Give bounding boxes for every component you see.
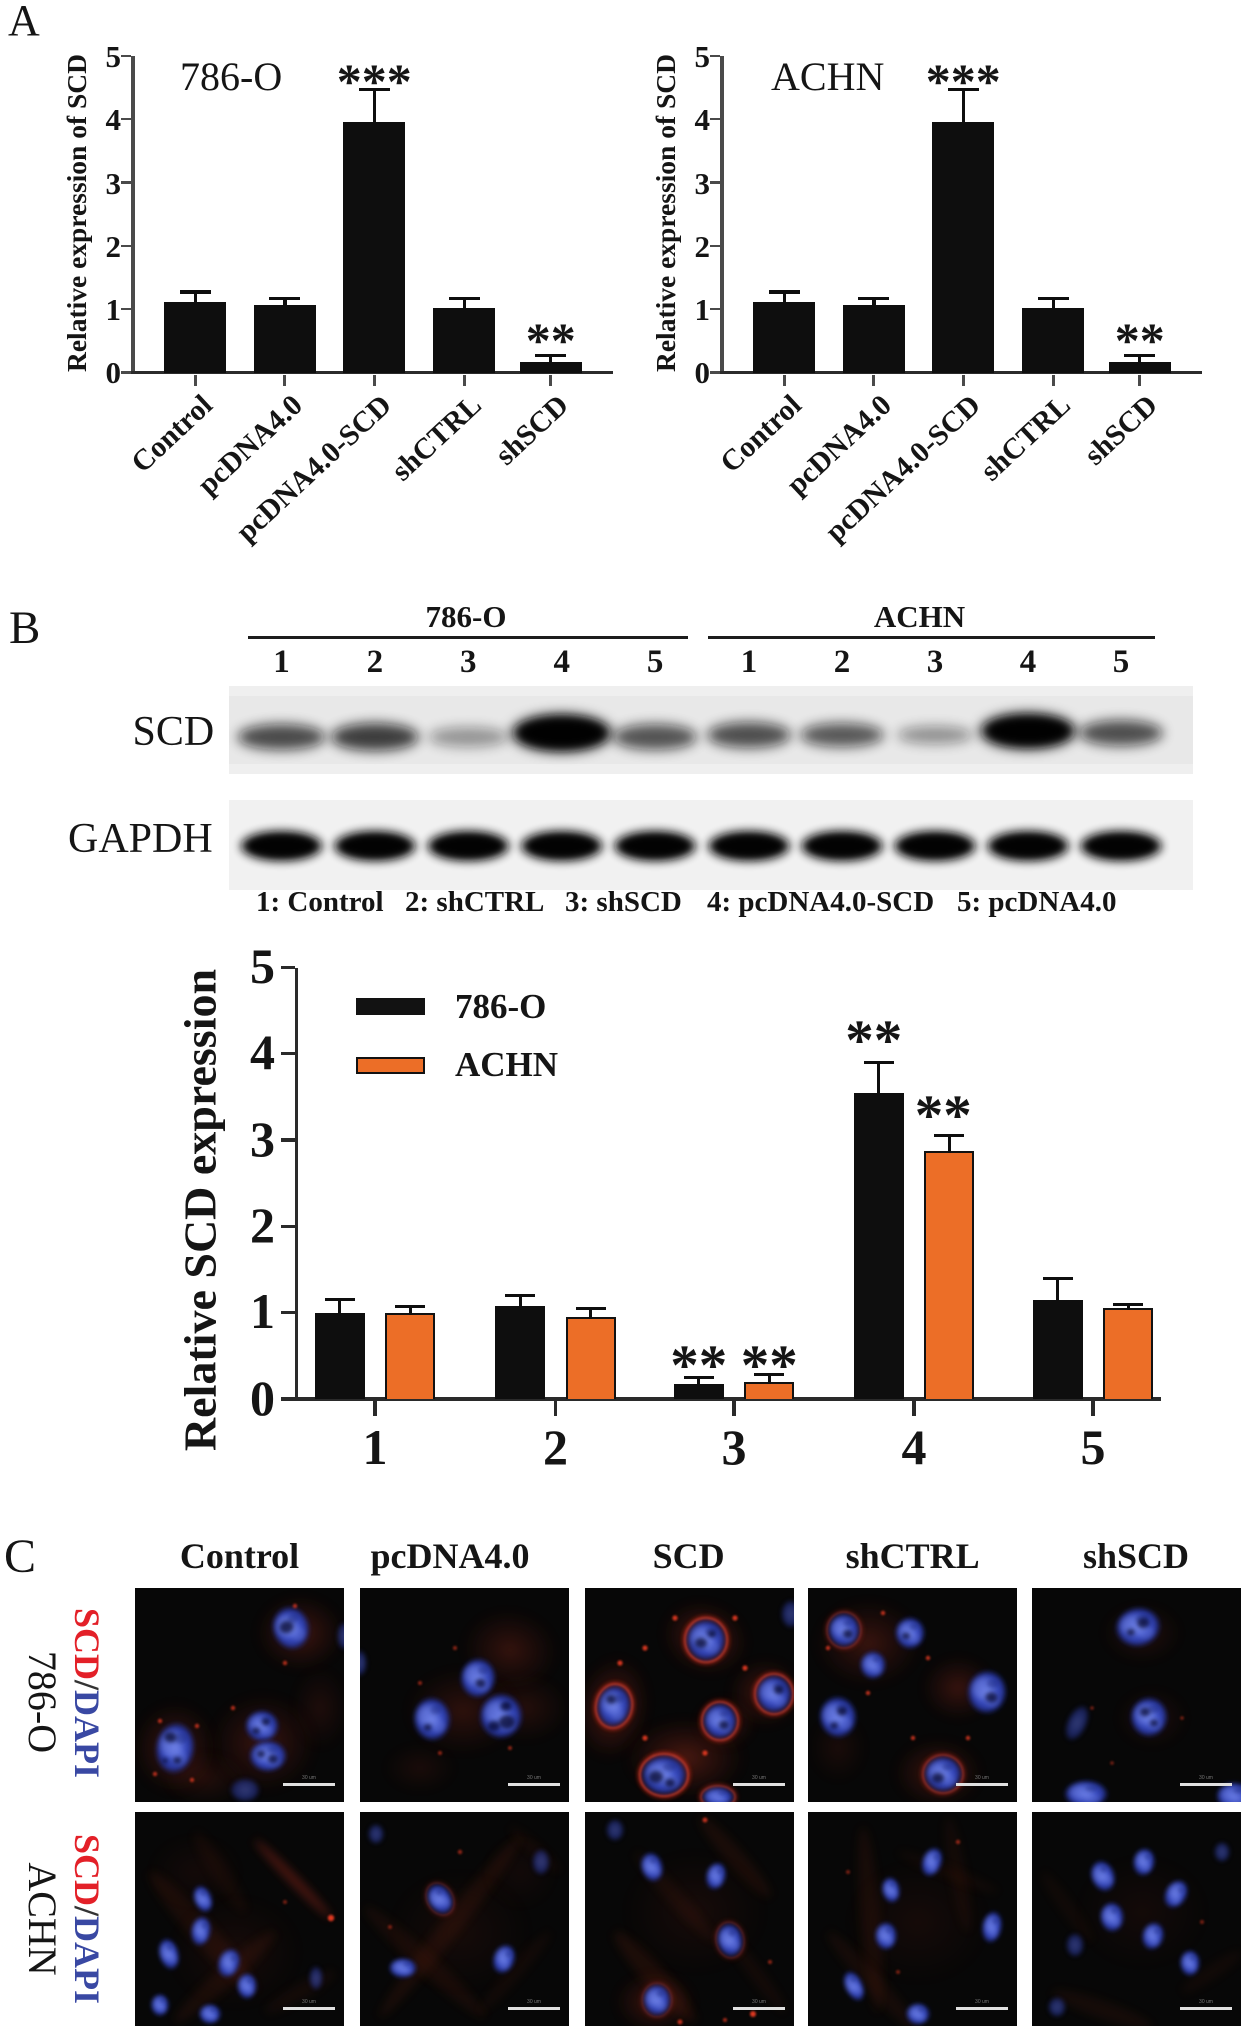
- svg-text:30 um: 30 um: [752, 1775, 766, 1781]
- svg-text:30 um: 30 um: [752, 1999, 766, 2005]
- svg-text:30 um: 30 um: [302, 1775, 316, 1781]
- svg-text:30 um: 30 um: [975, 1999, 989, 2005]
- svg-text:30 um: 30 um: [302, 1999, 316, 2005]
- svg-text:30 um: 30 um: [527, 1999, 541, 2005]
- svg-text:30 um: 30 um: [527, 1775, 541, 1781]
- svg-text:30 um: 30 um: [975, 1775, 989, 1781]
- svg-text:30 um: 30 um: [1199, 1775, 1213, 1781]
- svg-text:30 um: 30 um: [1199, 1999, 1213, 2005]
